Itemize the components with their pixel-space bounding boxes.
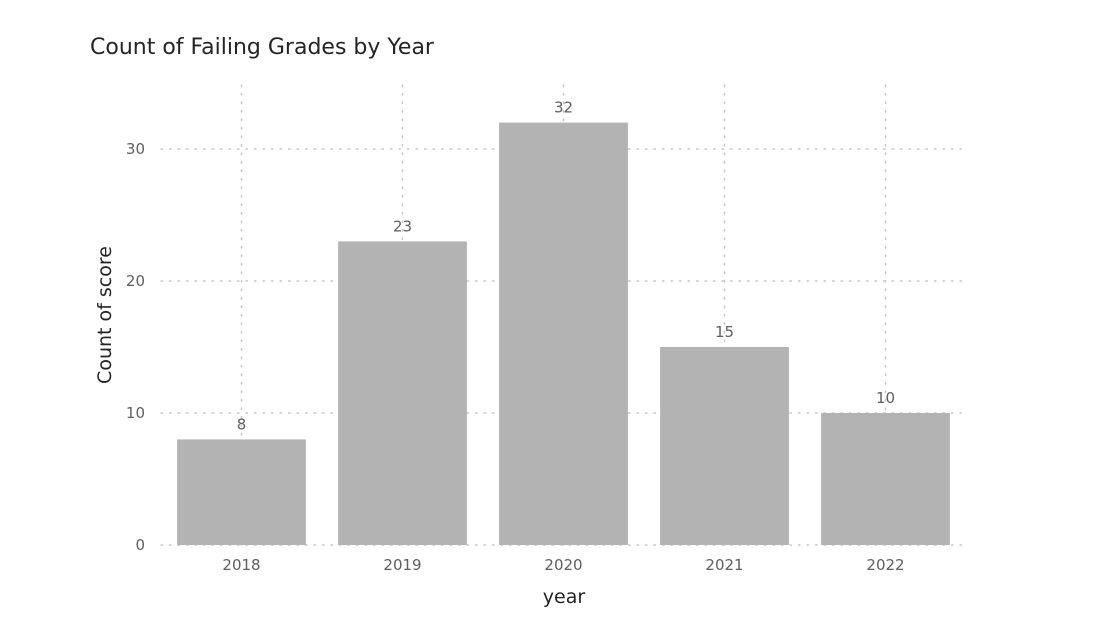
y-axis-title: Count of score: [94, 246, 116, 384]
y-tick-label: 0: [135, 536, 145, 554]
data-label-2019: 23: [393, 217, 412, 235]
bars: [177, 122, 950, 545]
chart-title: Count of Failing Grades by Year: [90, 35, 435, 60]
bar-2021: [660, 347, 789, 545]
data-labels: 8 23 32 15 10: [237, 99, 895, 434]
data-label-2022: 10: [876, 389, 895, 407]
bar-2020: [499, 122, 628, 545]
data-label-2020: 32: [554, 99, 573, 117]
data-label-2021: 15: [715, 323, 734, 341]
x-tick-label-2022: 2022: [866, 556, 904, 574]
x-tick-label-2019: 2019: [383, 556, 421, 574]
x-axis-ticks: 2018 2019 2020 2021 2022: [222, 556, 904, 574]
bar-2022: [821, 413, 950, 545]
x-axis-title: year: [543, 586, 586, 608]
x-tick-label-2021: 2021: [705, 556, 743, 574]
y-tick-label: 10: [126, 404, 145, 422]
x-tick-label-2018: 2018: [222, 556, 260, 574]
x-tick-label-2020: 2020: [544, 556, 582, 574]
y-tick-label: 20: [126, 272, 145, 290]
y-axis-ticks: 0 10 20 30: [126, 140, 145, 554]
y-tick-label: 30: [126, 140, 145, 158]
data-label-2018: 8: [237, 415, 247, 433]
bar-2019: [338, 241, 467, 545]
bar-2018: [177, 439, 306, 545]
